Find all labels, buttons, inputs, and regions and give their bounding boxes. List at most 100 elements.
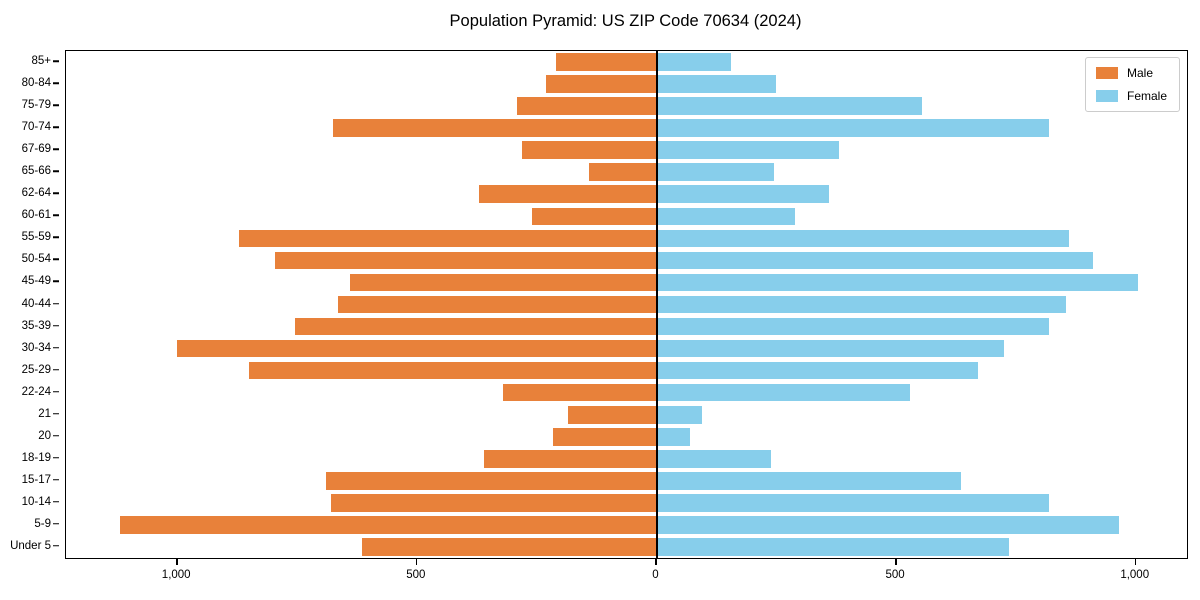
y-tick-label: 67-69: [21, 143, 51, 156]
male-bar: [361, 538, 657, 556]
male-bar: [517, 97, 657, 115]
y-tick-label: 50-54: [21, 253, 51, 266]
plot-area: Male Female: [65, 50, 1188, 559]
x-tick-mark: [895, 558, 897, 565]
y-tick-label: 35-39: [21, 319, 51, 332]
y-tick-label: 20: [38, 429, 51, 442]
y-tick-label: 45-49: [21, 275, 51, 288]
x-tick-label: 0: [652, 568, 659, 581]
female-bar: [656, 119, 1050, 137]
chart-title: Population Pyramid: US ZIP Code 70634 (2…: [449, 12, 802, 30]
female-bar: [656, 472, 961, 490]
female-bar: [656, 163, 774, 182]
y-tick-label: 25-29: [21, 363, 51, 376]
x-tick-label: 1,000: [161, 568, 191, 581]
male-bar: [249, 361, 657, 380]
female-bar: [656, 405, 702, 424]
y-tick-mark: [53, 60, 59, 62]
female-bar: [656, 185, 829, 204]
y-tick-mark: [53, 236, 59, 239]
male-bar: [239, 229, 657, 248]
x-tick-mark: [655, 558, 657, 565]
y-tick-label: Under 5: [10, 539, 51, 552]
y-tick-label: 55-59: [21, 231, 51, 244]
female-bar: [656, 317, 1050, 336]
y-tick-mark: [53, 501, 59, 503]
y-tick-mark: [53, 457, 59, 459]
female-bar: [656, 251, 1093, 270]
female-bar: [656, 361, 978, 380]
y-tick-mark: [53, 126, 59, 128]
female-bar: [656, 75, 777, 93]
female-bar: [656, 97, 923, 115]
female-bar: [656, 295, 1067, 314]
female-bar: [656, 449, 772, 468]
male-bar: [479, 185, 657, 204]
y-tick-label: 65-66: [21, 165, 51, 178]
y-tick-mark: [53, 435, 59, 437]
female-bar: [656, 494, 1050, 512]
x-tick-mark: [1134, 558, 1137, 565]
male-bar: [325, 472, 657, 490]
y-tick-mark: [53, 523, 59, 525]
y-tick-label: 40-44: [21, 297, 51, 310]
legend-item-male: Male: [1095, 66, 1167, 80]
male-bar: [553, 427, 657, 446]
y-tick-label: 15-17: [21, 473, 51, 486]
female-bar: [656, 207, 796, 226]
y-tick-label: 21: [38, 407, 51, 420]
y-tick-label: 22-24: [21, 385, 51, 398]
y-tick-mark: [53, 390, 59, 393]
y-tick-mark: [53, 214, 59, 217]
y-tick-mark: [53, 280, 59, 283]
zero-axis-line: [656, 51, 658, 558]
y-tick-label: 62-64: [21, 187, 51, 200]
y-tick-mark: [53, 479, 59, 481]
male-bar: [546, 75, 657, 93]
y-tick-mark: [53, 324, 59, 327]
male-bar: [275, 251, 657, 270]
y-tick-mark: [53, 258, 59, 261]
male-bar: [589, 163, 657, 182]
x-tick-mark: [415, 558, 418, 565]
y-tick-label: 5-9: [34, 517, 51, 530]
y-tick-mark: [53, 545, 59, 547]
y-tick-label: 60-61: [21, 209, 51, 222]
female-legend-swatch: [1095, 90, 1118, 102]
y-tick-mark: [53, 192, 59, 195]
male-bar: [294, 317, 657, 336]
legend-item-female: Female: [1095, 89, 1167, 103]
male-bar: [177, 339, 657, 358]
male-bar: [503, 383, 657, 402]
female-bar: [656, 229, 1069, 248]
y-tick-label: 85+: [31, 55, 51, 68]
y-tick-mark: [53, 302, 59, 305]
y-tick-mark: [53, 82, 59, 84]
y-tick-label: 10-14: [21, 495, 51, 508]
female-bar: [656, 516, 1119, 534]
x-axis: 1,000 500 0 500 1,000: [65, 558, 1186, 589]
y-tick-label: 75-79: [21, 99, 51, 112]
female-bar: [656, 383, 911, 402]
x-tick-mark: [176, 558, 178, 565]
female-bar: [656, 141, 839, 159]
female-bar: [656, 53, 731, 71]
y-tick-mark: [53, 412, 59, 415]
x-tick-label: 1,000: [1120, 568, 1150, 581]
male-bar: [337, 295, 657, 314]
male-bar: [555, 53, 657, 71]
y-tick-label: 18-19: [21, 451, 51, 464]
female-bar: [656, 273, 1139, 292]
y-tick-mark: [53, 346, 59, 349]
male-legend-swatch: [1095, 67, 1118, 79]
x-tick-label: 500: [885, 568, 905, 581]
male-bar: [531, 207, 657, 226]
y-axis: 85+ 80-84 75-79 70-74 67-69 65-66 62-64 60-61 55…: [0, 50, 59, 557]
y-tick-label: 70-74: [21, 121, 51, 134]
male-bar: [330, 494, 657, 512]
male-bar: [522, 141, 657, 159]
male-bar: [349, 273, 657, 292]
y-tick-label: 30-34: [21, 341, 51, 354]
female-bar: [656, 427, 690, 446]
